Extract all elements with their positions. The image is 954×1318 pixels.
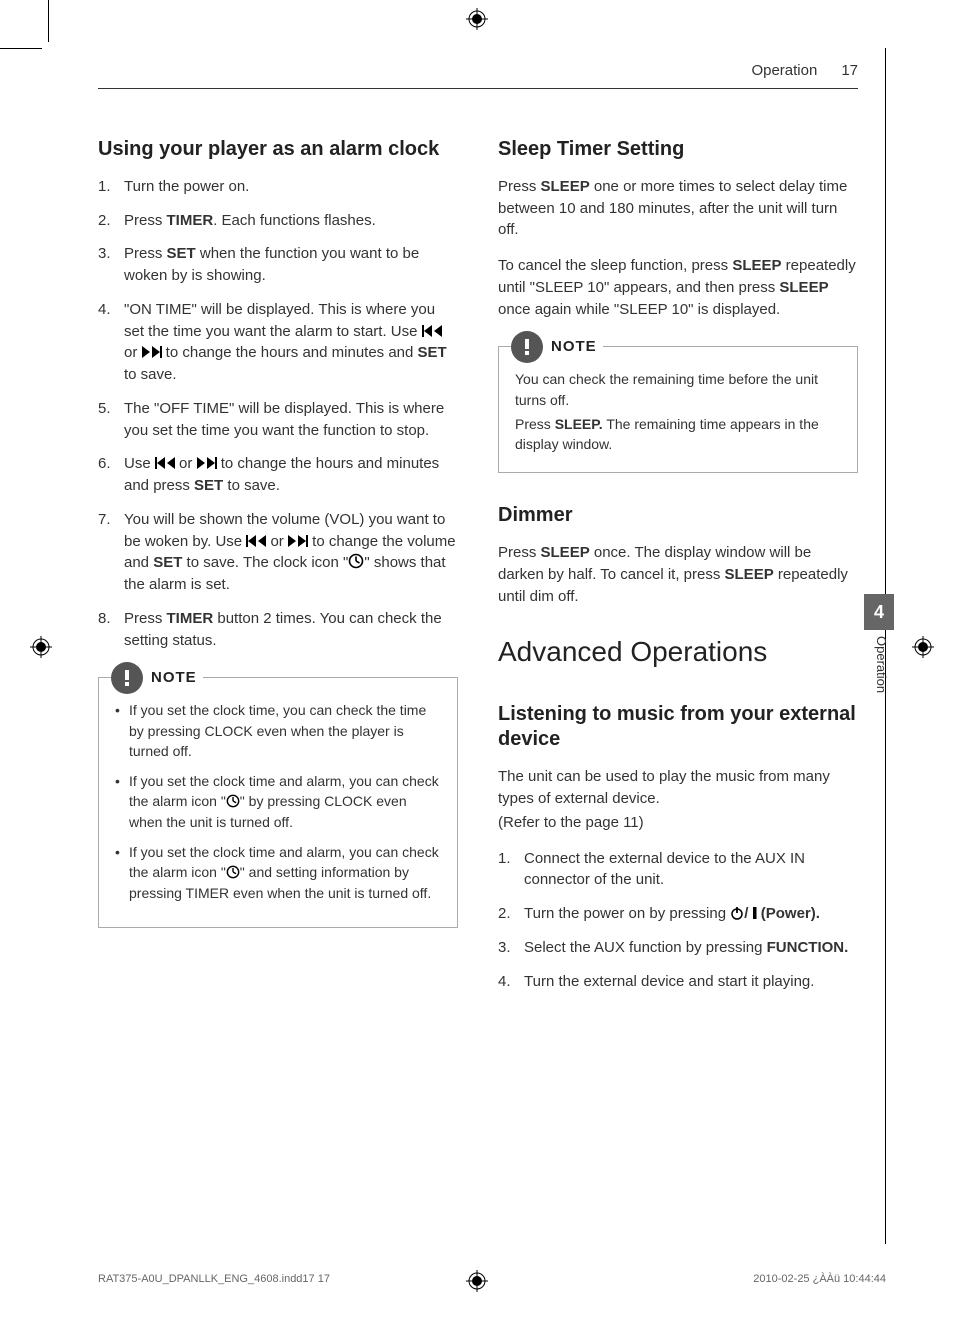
clock-icon (226, 794, 240, 808)
note-icon (111, 662, 143, 694)
skip-forward-icon (142, 345, 162, 359)
side-tab: 4 Operation (864, 594, 894, 699)
ext-p2: (Refer to the page 11) (498, 812, 858, 834)
sleep-p1: Press SLEEP one or more times to select … (498, 176, 858, 241)
step-1: Turn the power on. (98, 176, 458, 198)
step-8: Press TIMER button 2 times. You can chec… (98, 608, 458, 652)
skip-forward-icon (197, 456, 217, 470)
page-content: Operation 17 Using your player as an ala… (98, 60, 858, 1012)
page-header: Operation 17 (98, 60, 858, 89)
clock-icon (348, 553, 364, 569)
ext-step-4: Turn the external device and start it pl… (498, 971, 858, 993)
note-item-1: If you set the clock time, you can check… (115, 700, 441, 761)
note-icon (511, 331, 543, 363)
step-7: You will be shown the volume (VOL) you w… (98, 509, 458, 596)
note-item-3: If you set the clock time and alarm, you… (115, 842, 441, 903)
external-steps-list: Connect the external device to the AUX I… (498, 848, 858, 993)
note-label: NOTE (151, 667, 197, 689)
ext-step-1: Connect the external device to the AUX I… (498, 848, 858, 892)
bar-icon (753, 906, 757, 920)
skip-back-icon (246, 534, 266, 548)
power-icon (730, 906, 744, 920)
heading-advanced-operations: Advanced Operations (498, 632, 858, 673)
registration-mark-top (466, 8, 488, 37)
dimmer-p: Press SLEEP once. The display window wil… (498, 542, 858, 607)
heading-dimmer: Dimmer (498, 503, 858, 528)
step-2: Press TIMER. Each functions flashes. (98, 210, 458, 232)
ext-step-2: Turn the power on by pressing / (Power). (498, 903, 858, 925)
note-box-left: NOTE If you set the clock time, you can … (98, 677, 458, 928)
step-5: The "OFF TIME" will be displayed. This i… (98, 398, 458, 442)
skip-back-icon (155, 456, 175, 470)
skip-forward-icon (288, 534, 308, 548)
clock-icon (226, 865, 240, 879)
note-label: NOTE (551, 336, 597, 358)
registration-mark-left (30, 636, 52, 665)
footer-timestamp: 2010-02-25 ¿ÀÀü 10:44:44 (753, 1272, 886, 1288)
right-column: Sleep Timer Setting Press SLEEP one or m… (498, 137, 858, 1013)
heading-alarm-clock: Using your player as an alarm clock (98, 137, 458, 162)
alarm-steps-list: Turn the power on. Press TIMER. Each fun… (98, 176, 458, 652)
note-right-p2: Press SLEEP. The remaining time appears … (515, 414, 841, 455)
note-box-right: NOTE You can check the remaining time be… (498, 346, 858, 473)
step-4: "ON TIME" will be displayed. This is whe… (98, 299, 458, 386)
note-tab: NOTE (111, 662, 203, 694)
header-page-number: 17 (841, 60, 858, 82)
side-tab-text: Operation (864, 630, 897, 699)
skip-back-icon (422, 324, 442, 338)
heading-external-device: Listening to music from your external de… (498, 702, 858, 752)
page-footer: RAT375-A0U_DPANLLK_ENG_4608.indd17 17 20… (98, 1272, 886, 1288)
step-6: Use or to change the hours and minutes a… (98, 453, 458, 497)
side-tab-number: 4 (864, 594, 894, 630)
crop-mark (0, 48, 42, 49)
ext-p1: The unit can be used to play the music f… (498, 766, 858, 810)
ext-step-3: Select the AUX function by pressing FUNC… (498, 937, 858, 959)
note-right-p1: You can check the remaining time before … (515, 369, 841, 410)
note-tab: NOTE (511, 331, 603, 363)
crop-mark (48, 0, 49, 42)
header-section: Operation (751, 60, 817, 82)
note-item-2: If you set the clock time and alarm, you… (115, 771, 441, 832)
heading-sleep-timer: Sleep Timer Setting (498, 137, 858, 162)
left-column: Using your player as an alarm clock Turn… (98, 137, 458, 1013)
step-3: Press SET when the function you want to … (98, 243, 458, 287)
footer-filename: RAT375-A0U_DPANLLK_ENG_4608.indd17 17 (98, 1272, 330, 1288)
sleep-p2: To cancel the sleep function, press SLEE… (498, 255, 858, 320)
registration-mark-right (912, 636, 934, 665)
